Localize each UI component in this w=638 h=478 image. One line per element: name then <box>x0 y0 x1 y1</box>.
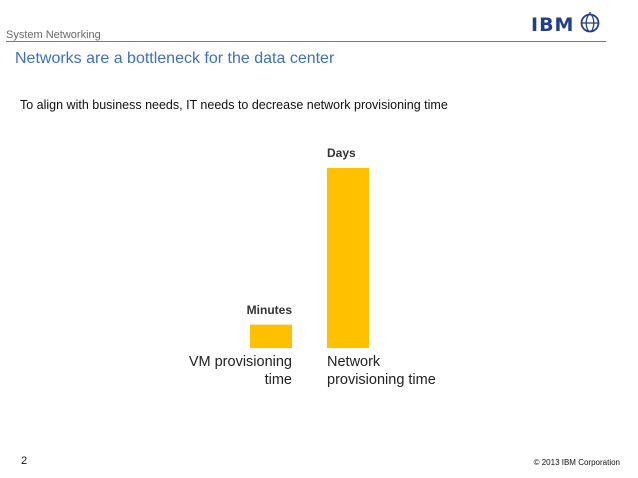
category-label-network: Network provisioning time <box>327 353 436 389</box>
globe-icon <box>579 12 601 39</box>
slide-subtitle: To align with business needs, IT needs t… <box>20 98 448 112</box>
header-divider <box>6 41 606 42</box>
ibm-logo-icon: IBM <box>531 14 575 36</box>
page-title: Networks are a bottleneck for the data c… <box>15 50 335 67</box>
data-label-vm: Minutes <box>246 302 292 317</box>
category-label-vm-line2: time <box>264 372 292 388</box>
page-number: 2 <box>21 455 28 467</box>
header-section-label: System Networking <box>6 29 101 41</box>
category-label-network-line1: Network <box>327 354 381 370</box>
category-label-vm: VM provisioning time <box>92 353 292 389</box>
data-label-network: Days <box>327 146 356 160</box>
copyright: © 2013 IBM Corporation <box>533 458 620 467</box>
ibm-logo: IBM <box>531 12 601 39</box>
bar-vm-provisioning <box>250 324 292 348</box>
category-label-network-line2: provisioning time <box>327 372 436 388</box>
category-label-vm-line1: VM provisioning <box>188 354 292 370</box>
bar-network-provisioning <box>327 168 369 348</box>
